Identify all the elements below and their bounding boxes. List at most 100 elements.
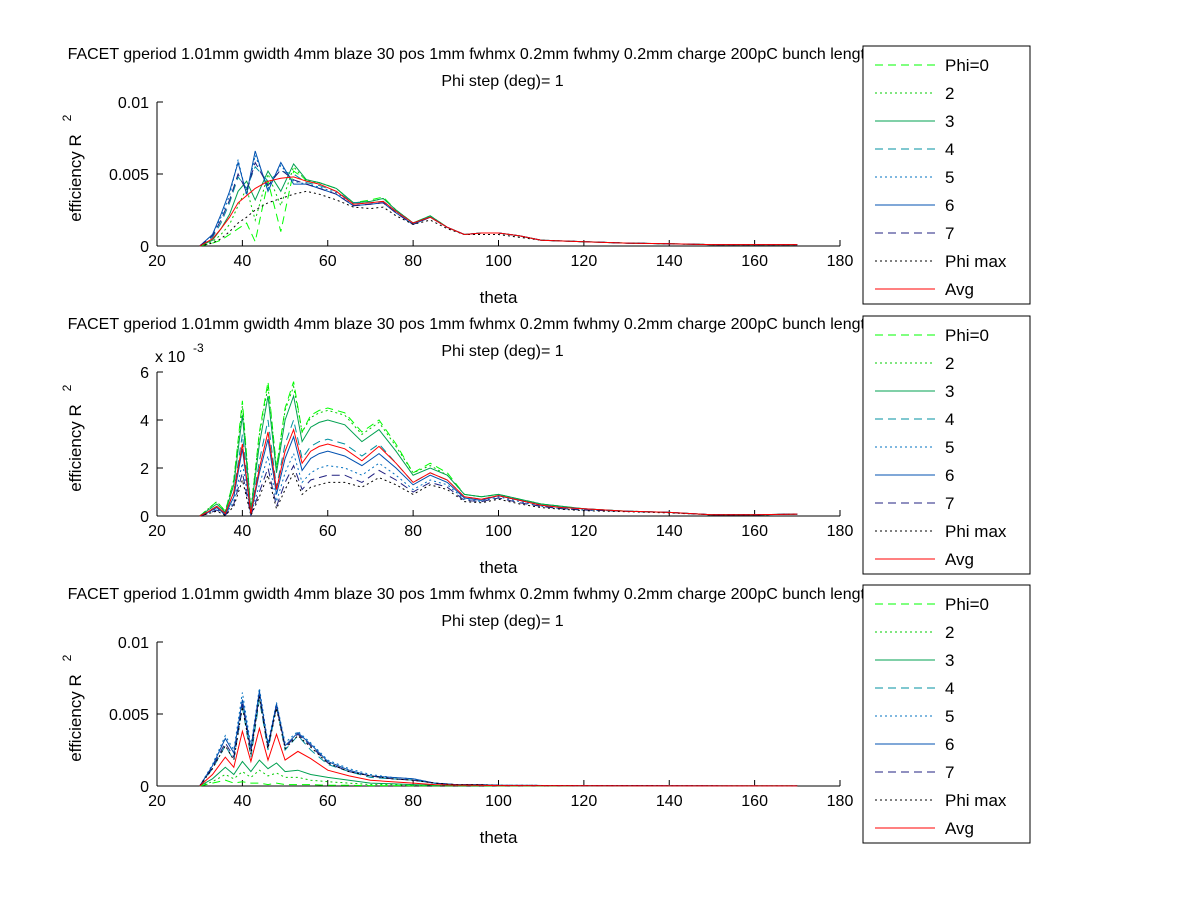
legend-entry-label: Phi max	[945, 252, 1007, 271]
legend-entry-label: 4	[945, 679, 954, 698]
x-tick-label: 120	[571, 793, 598, 810]
x-tick-label: 140	[656, 523, 683, 540]
series-line-6	[199, 690, 798, 787]
y-tick-label: 0.01	[118, 95, 149, 112]
legend-entry-label: 2	[945, 623, 954, 642]
y-tick-label: 0.005	[109, 707, 149, 724]
chart-subtitle: Phi step (deg)= 1	[441, 73, 563, 90]
series-line-6	[199, 150, 798, 247]
x-tick-label: 80	[404, 523, 422, 540]
x-tick-label: 80	[404, 793, 422, 810]
series-line-5	[199, 452, 798, 517]
x-tick-label: 20	[148, 253, 166, 270]
y-axis-label: efficiency R	[66, 674, 85, 762]
chart-title: FACET gperiod 1.01mm gwidth 4mm blaze 30…	[68, 46, 918, 63]
legend-entry-label: Phi max	[945, 522, 1007, 541]
series-line-9	[199, 427, 798, 517]
x-tick-label: 180	[827, 253, 854, 270]
chart-subtitle: Phi step (deg)= 1	[441, 343, 563, 360]
legend-entry-label: 4	[945, 410, 954, 429]
y-axis-label-superscript: 2	[60, 384, 74, 391]
x-tick-label: 140	[656, 253, 683, 270]
x-tick-label: 20	[148, 793, 166, 810]
legend-entry-label: Phi=0	[945, 56, 989, 75]
series-line-6	[199, 435, 798, 517]
legend-entry-label: 7	[945, 224, 954, 243]
legend-entry-label: Avg	[945, 819, 974, 838]
legend-entry-label: Phi=0	[945, 326, 989, 345]
series-line-4	[199, 418, 798, 517]
legend-entry-label: 7	[945, 494, 954, 513]
legend-entry-label: 3	[945, 112, 954, 131]
x-tick-label: 160	[741, 523, 768, 540]
legend-entry-label: 2	[945, 354, 954, 373]
x-tick-label: 140	[656, 793, 683, 810]
x-tick-label: 40	[233, 253, 251, 270]
legend-entry-label: 5	[945, 438, 954, 457]
y-axis-label-superscript: 2	[60, 114, 74, 121]
x-tick-label: 60	[319, 523, 337, 540]
series-line-7	[199, 695, 798, 787]
x-tick-label: 100	[485, 253, 512, 270]
legend-entry-label: Phi=0	[945, 595, 989, 614]
chart-subtitle: Phi step (deg)= 1	[441, 613, 563, 630]
legend-entry-label: 6	[945, 466, 954, 485]
x-tick-label: 100	[485, 793, 512, 810]
x-tick-label: 60	[319, 253, 337, 270]
legend-entry-label: Avg	[945, 550, 974, 569]
legend-entry-label: 4	[945, 140, 954, 159]
y-tick-label: 0.005	[109, 167, 149, 184]
series-line-9	[199, 726, 798, 787]
x-tick-label: 160	[741, 253, 768, 270]
subplot-2: FACET gperiod 1.01mm gwidth 4mm blaze 30…	[60, 315, 1031, 577]
series-line-7	[199, 161, 798, 247]
x-tick-label: 120	[571, 253, 598, 270]
x-tick-label: 180	[827, 523, 854, 540]
legend-entry-label: 6	[945, 735, 954, 754]
x-tick-label: 80	[404, 253, 422, 270]
legend-entry-label: 7	[945, 763, 954, 782]
x-axis-label: theta	[480, 558, 518, 577]
x-tick-label: 100	[485, 523, 512, 540]
x-tick-label: 60	[319, 793, 337, 810]
y-exponent-label: x 10	[155, 349, 185, 366]
legend-entry-label: Phi max	[945, 791, 1007, 810]
series-line-8	[199, 471, 798, 518]
y-axis-label: efficiency R	[66, 134, 85, 222]
legend-entry-label: 2	[945, 84, 954, 103]
subplot-1: FACET gperiod 1.01mm gwidth 4mm blaze 30…	[60, 45, 1031, 307]
subplot-3: FACET gperiod 1.01mm gwidth 4mm blaze 30…	[60, 584, 1031, 847]
series-line-9	[199, 176, 798, 247]
y-tick-label: 2	[140, 461, 149, 478]
x-tick-label: 40	[233, 523, 251, 540]
y-exponent-superscript: -3	[193, 341, 204, 355]
y-axis-label-superscript: 2	[60, 654, 74, 661]
series-line-7	[199, 464, 798, 518]
y-tick-label: 0	[140, 509, 149, 526]
y-tick-label: 4	[140, 413, 149, 430]
series-line-5	[199, 688, 798, 787]
chart-title: FACET gperiod 1.01mm gwidth 4mm blaze 30…	[68, 586, 918, 603]
series-line-5	[199, 153, 798, 247]
x-tick-label: 20	[148, 523, 166, 540]
legend-entry-label: 5	[945, 168, 954, 187]
y-tick-label: 0	[140, 779, 149, 796]
y-tick-label: 0	[140, 239, 149, 256]
series-line-3	[199, 394, 798, 517]
x-tick-label: 160	[741, 793, 768, 810]
legend-entry-label: 6	[945, 196, 954, 215]
series-line-8	[199, 190, 798, 247]
legend-entry-label: Avg	[945, 280, 974, 299]
x-tick-label: 40	[233, 793, 251, 810]
legend-entry-label: 5	[945, 707, 954, 726]
x-tick-label: 120	[571, 523, 598, 540]
legend-entry-label: 3	[945, 651, 954, 670]
x-axis-label: theta	[480, 288, 518, 307]
y-axis-label: efficiency R	[66, 404, 85, 492]
y-tick-label: 6	[140, 365, 149, 382]
x-tick-label: 180	[827, 793, 854, 810]
x-axis-label: theta	[480, 828, 518, 847]
legend-entry-label: 3	[945, 382, 954, 401]
chart-title: FACET gperiod 1.01mm gwidth 4mm blaze 30…	[68, 316, 918, 333]
